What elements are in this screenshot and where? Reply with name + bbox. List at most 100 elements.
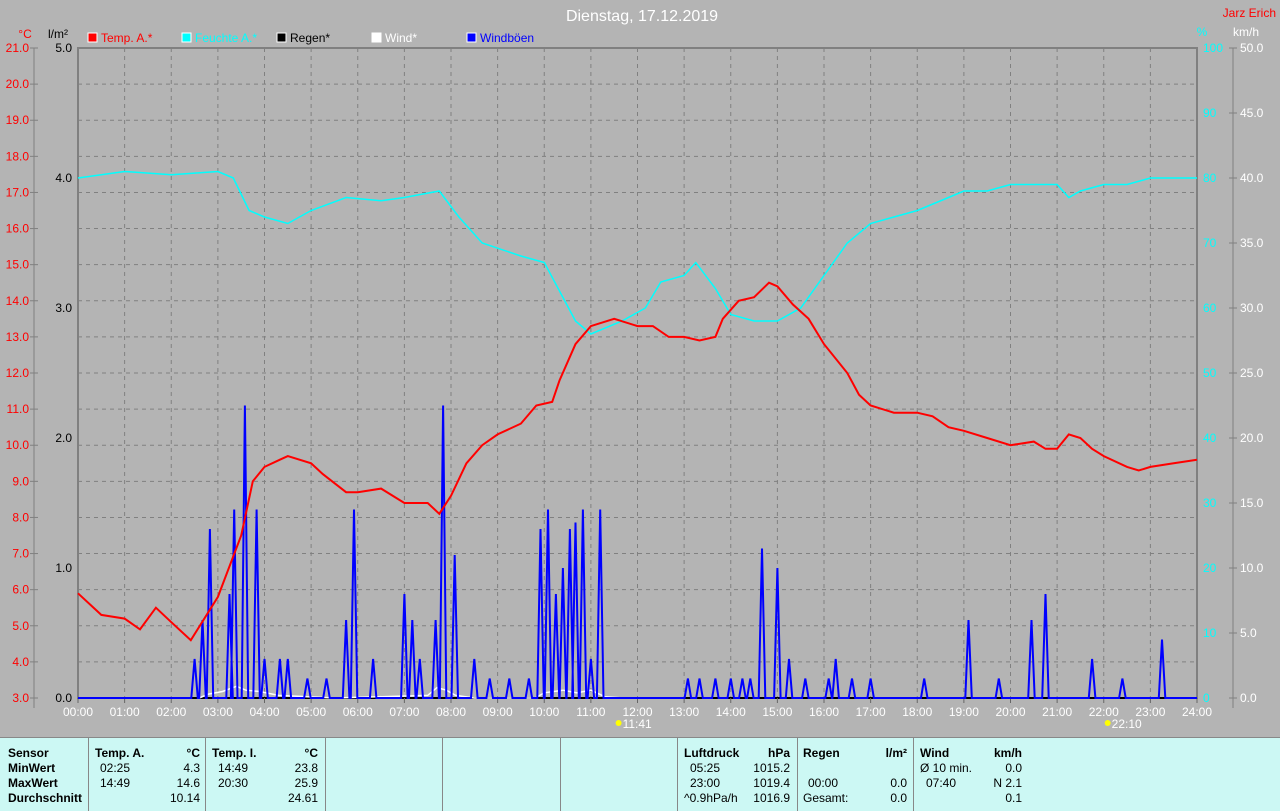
rain-unit: l/m² <box>48 27 68 41</box>
legend-swatch <box>372 33 381 42</box>
temp-tick-label: 19.0 <box>6 113 30 127</box>
marker-label: 22:10 <box>1112 717 1142 731</box>
wind-tick-label: 0.0 <box>1240 691 1257 705</box>
x-tick-label: 01:00 <box>110 705 140 719</box>
x-tick-label: 00:00 <box>63 705 93 719</box>
temp-a-min-time: 02:25 <box>100 761 130 775</box>
humidity-tick-label: 30 <box>1203 496 1217 510</box>
author-label: Jarz Erich <box>1223 6 1276 20</box>
temp-a-min-value: 4.3 <box>140 761 200 775</box>
weather-chart: Dienstag, 17.12.2019 Jarz Erich °C l/m² … <box>0 0 1280 737</box>
wind-tick-label: 10.0 <box>1240 561 1264 575</box>
rain-tick-label: 5.0 <box>55 41 72 55</box>
table-header-wind-unit: km/h <box>962 746 1022 760</box>
table-header-regen-unit: l/m² <box>847 746 907 760</box>
table-header-temp-a-unit: °C <box>140 746 200 760</box>
sun-icon <box>1105 720 1111 726</box>
humidity-tick-label: 100 <box>1203 41 1223 55</box>
temp-i-min-time: 14:49 <box>218 761 248 775</box>
regen-total-value: 0.0 <box>847 791 907 805</box>
x-tick-label: 21:00 <box>1042 705 1072 719</box>
x-tick-label: 09:00 <box>483 705 513 719</box>
column-divider <box>560 738 561 811</box>
legend-swatch <box>88 33 97 42</box>
row-label-max: MaxWert <box>8 776 58 790</box>
column-divider <box>913 738 914 811</box>
legend-swatch <box>467 33 476 42</box>
x-tick-label: 18:00 <box>902 705 932 719</box>
rain-tick-label: 3.0 <box>55 301 72 315</box>
wind-unit: km/h <box>1233 25 1259 39</box>
x-tick-label: 16:00 <box>809 705 839 719</box>
temp-unit: °C <box>18 27 32 41</box>
row-label-avg: Durchschnitt <box>8 791 82 805</box>
humidity-tick-label: 20 <box>1203 561 1217 575</box>
temp-tick-label: 11.0 <box>7 402 30 416</box>
marker-label: 11:41 <box>623 717 652 731</box>
temp-tick-label: 21.0 <box>6 41 30 55</box>
wind-tick-label: 30.0 <box>1240 301 1264 315</box>
humidity-tick-label: 40 <box>1203 431 1217 445</box>
column-divider <box>205 738 206 811</box>
x-tick-label: 07:00 <box>389 705 419 719</box>
humidity-tick-label: 50 <box>1203 366 1217 380</box>
temp-a-max-value: 14.6 <box>140 776 200 790</box>
legend-swatch <box>277 33 286 42</box>
temp-tick-label: 15.0 <box>6 258 30 272</box>
wind-tick-label: 15.0 <box>1240 496 1264 510</box>
luftdruck-max-time: 23:00 <box>690 776 720 790</box>
legend-label: Wind* <box>385 31 417 45</box>
table-header-sensor: Sensor <box>8 746 49 760</box>
wind-tick-label: 45.0 <box>1240 106 1264 120</box>
temp-a-avg-value: 10.14 <box>140 791 200 805</box>
column-divider <box>797 738 798 811</box>
stats-table: Sensor Temp. A. °C MinWert 02:25 4.3 Max… <box>0 737 1280 811</box>
legend-label: Regen* <box>290 31 330 45</box>
regen-value: 0.0 <box>847 776 907 790</box>
table-header-temp-a: Temp. A. <box>95 746 144 760</box>
temp-i-avg-value: 24.61 <box>258 791 318 805</box>
legend-label: Feuchte A.* <box>195 31 257 45</box>
rain-tick-label: 0.0 <box>55 691 72 705</box>
luftdruck-avg-value: 1016.9 <box>730 791 790 805</box>
table-header-temp-i: Temp. I. <box>212 746 256 760</box>
temp-tick-label: 12.0 <box>6 366 30 380</box>
temp-tick-label: 13.0 <box>6 330 30 344</box>
temp-tick-label: 6.0 <box>12 583 29 597</box>
legend-swatch <box>182 33 191 42</box>
temp-tick-label: 4.0 <box>12 655 29 669</box>
regen-total-label: Gesamt: <box>803 791 848 805</box>
chart-title: Dienstag, 17.12.2019 <box>566 8 718 25</box>
x-tick-label: 03:00 <box>203 705 233 719</box>
column-divider <box>677 738 678 811</box>
wind-tick-label: 5.0 <box>1240 626 1257 640</box>
temp-i-max-time: 20:30 <box>218 776 248 790</box>
x-tick-label: 11:00 <box>576 705 605 719</box>
wind-max-value: N 2.1 <box>962 776 1022 790</box>
table-header-luftdruck-unit: hPa <box>730 746 790 760</box>
x-tick-label: 14:00 <box>716 705 746 719</box>
x-tick-label: 13:00 <box>669 705 699 719</box>
temp-tick-label: 3.0 <box>12 691 29 705</box>
wind-avg-value: 0.0 <box>962 761 1022 775</box>
luftdruck-min-time: 05:25 <box>690 761 720 775</box>
wind-tick-label: 25.0 <box>1240 366 1264 380</box>
temp-tick-label: 16.0 <box>6 222 30 236</box>
column-divider <box>442 738 443 811</box>
x-tick-label: 02:00 <box>156 705 186 719</box>
column-divider <box>88 738 89 811</box>
wind-tick-label: 50.0 <box>1240 41 1264 55</box>
wind-tick-label: 35.0 <box>1240 236 1264 250</box>
rain-tick-label: 1.0 <box>55 561 72 575</box>
x-tick-label: 15:00 <box>762 705 792 719</box>
x-tick-label: 24:00 <box>1182 705 1212 719</box>
temp-tick-label: 10.0 <box>6 438 30 452</box>
temp-tick-label: 8.0 <box>12 510 29 524</box>
humidity-tick-label: 60 <box>1203 301 1217 315</box>
temp-tick-label: 14.0 <box>6 294 30 308</box>
x-tick-label: 08:00 <box>436 705 466 719</box>
table-header-regen: Regen <box>803 746 840 760</box>
temp-tick-label: 5.0 <box>12 619 29 633</box>
x-tick-label: 17:00 <box>856 705 886 719</box>
luftdruck-min-value: 1015.2 <box>730 761 790 775</box>
